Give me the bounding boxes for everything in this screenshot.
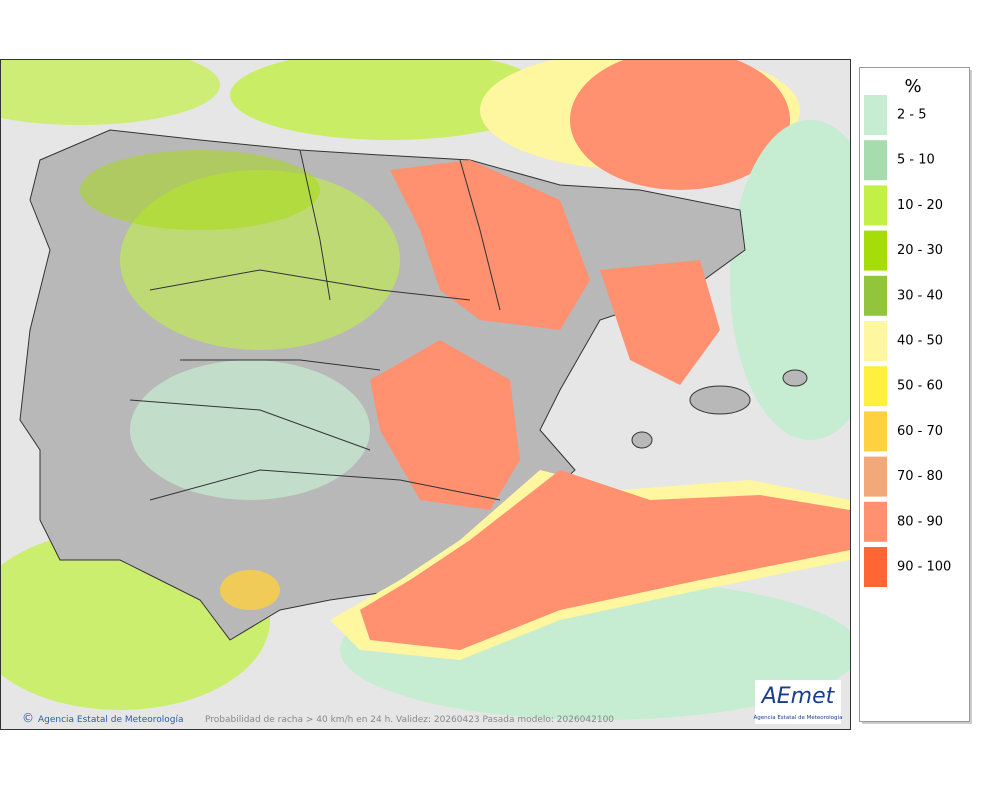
logo: AEmet <box>760 684 836 709</box>
legend-label: 70 - 80 <box>897 469 943 484</box>
legend-swatch <box>864 95 887 135</box>
map <box>1 60 850 729</box>
legend-label: 30 - 40 <box>897 288 943 303</box>
field <box>570 60 790 190</box>
border <box>129 149 501 501</box>
map-frame <box>0 59 851 730</box>
field <box>390 160 590 330</box>
legend-swatch <box>864 501 887 542</box>
field <box>600 260 720 385</box>
logo-box <box>755 680 841 724</box>
legend-swatch <box>864 456 887 497</box>
legend-label: 80 - 90 <box>897 514 943 529</box>
legend-items: 2 - 5 5 - 10 10 - 20 20 - 30 30 - 40 40 - 50 5… <box>864 95 951 587</box>
legend-label: 40 - 50 <box>897 334 943 349</box>
island <box>689 385 751 415</box>
field <box>360 470 850 650</box>
legend-swatch <box>864 230 887 271</box>
field <box>1 60 220 125</box>
legend-swatch <box>864 547 887 587</box>
legend-title: % <box>904 76 921 97</box>
legend-swatch <box>864 275 887 316</box>
caption: Probabilidad de racha > 40 km/h en 24 h.… <box>205 715 614 725</box>
field <box>230 60 550 140</box>
legend-label: 20 - 30 <box>897 243 943 258</box>
logo-subtitle: Agencia Estatal de Meteorología <box>754 714 843 721</box>
legend-swatch <box>864 411 887 452</box>
legend-label: 90 - 100 <box>897 560 951 575</box>
legend-label: 10 - 20 <box>897 198 943 213</box>
field <box>220 570 280 610</box>
agency-text: Agencia Estatal de Meteorología <box>38 715 184 725</box>
island <box>782 369 808 387</box>
legend-swatch <box>864 140 887 181</box>
field <box>130 360 370 500</box>
legend-label: 50 - 60 <box>897 379 943 394</box>
legend-label: 2 - 5 <box>897 108 927 123</box>
field <box>730 120 850 440</box>
legend-label: 5 - 10 <box>897 153 935 168</box>
legend-swatch <box>864 366 887 407</box>
copyright-icon: © <box>22 711 34 725</box>
legend-swatch <box>864 185 887 226</box>
legend-swatch <box>864 321 887 361</box>
field <box>370 340 520 510</box>
legend-label: 60 - 70 <box>897 424 943 439</box>
island <box>631 431 653 449</box>
field <box>80 150 320 230</box>
